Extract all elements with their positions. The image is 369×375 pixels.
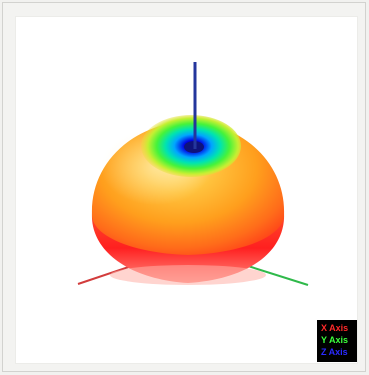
radiation-pattern-plot[interactable] [16,17,359,365]
plot-frame: X Axis Y Axis Z Axis [2,2,366,372]
legend-y-axis-label: Y Axis [321,335,349,345]
pattern-bottom-highlight [110,265,266,285]
legend-x-axis-label: X Axis [321,323,349,333]
legend-z-axis-label: Z Axis [321,347,348,357]
axis-legend: X Axis Y Axis Z Axis [317,320,357,362]
3d-viewport[interactable]: X Axis Y Axis Z Axis [15,16,358,364]
